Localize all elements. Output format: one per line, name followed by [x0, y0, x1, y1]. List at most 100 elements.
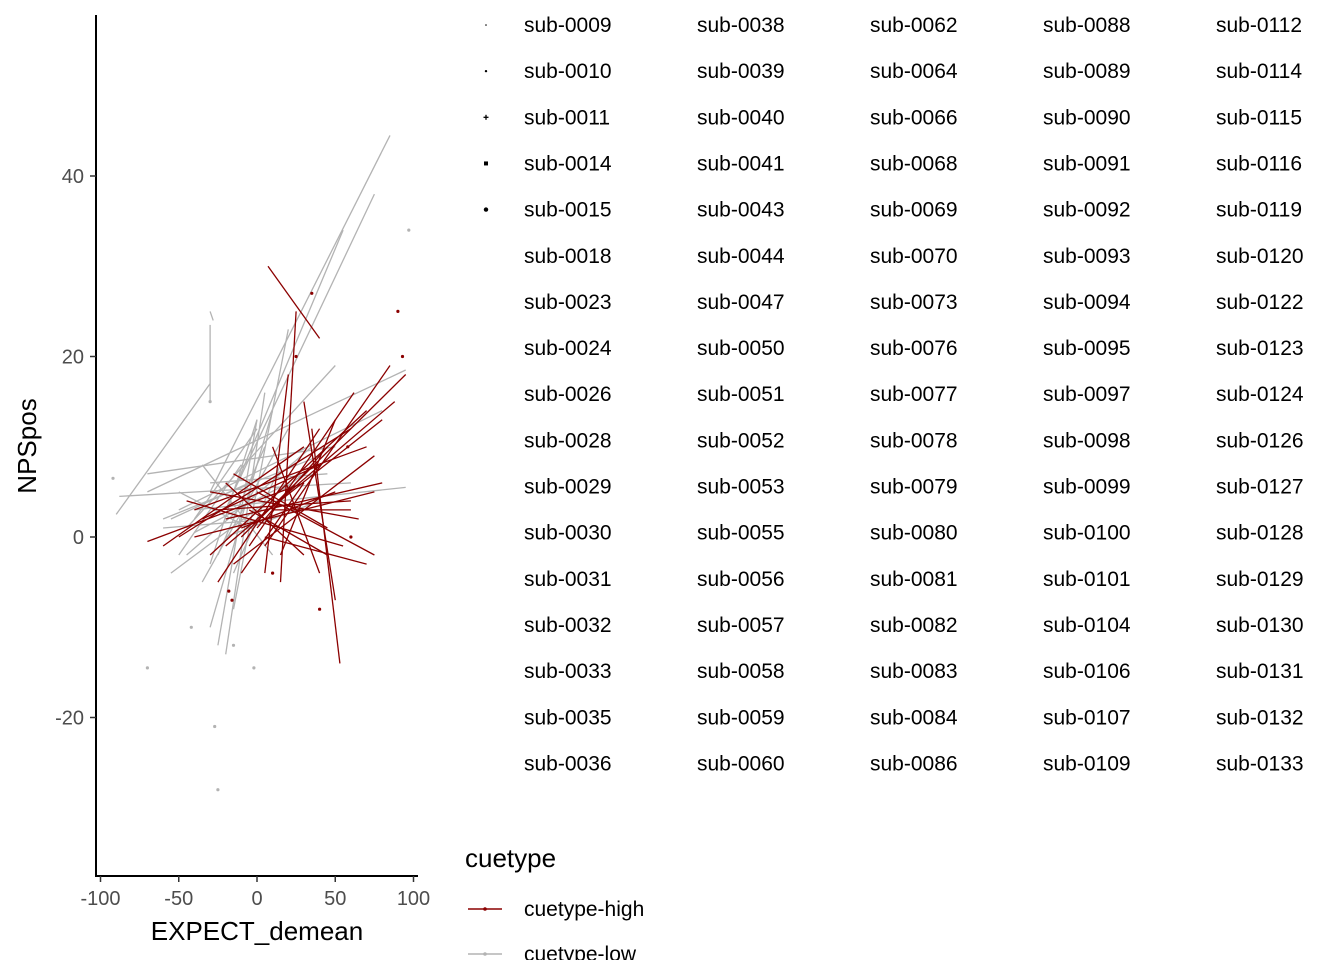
subject-legend-label: sub-0031: [524, 568, 612, 591]
subject-legend-label: sub-0076: [870, 337, 958, 360]
subject-legend-label: sub-0127: [1216, 476, 1304, 499]
segment-cuetype-high-14: [303, 401, 336, 601]
subject-legend-label: sub-0128: [1216, 522, 1304, 545]
subject-legend-label: sub-0015: [524, 199, 612, 222]
cuetype-legend-entries: cuetype-high cuetype-low: [468, 898, 644, 960]
segment-cuetype-high-13: [225, 482, 383, 520]
data-point-5: [145, 666, 149, 670]
data-point-10: [396, 309, 400, 313]
subject-legend-label: sub-0109: [1043, 752, 1131, 775]
chart-marks: [115, 135, 407, 664]
subject-legend-label: sub-0132: [1216, 706, 1304, 729]
subject-legend-label: sub-0050: [697, 337, 785, 360]
subject-legend-label: sub-0059: [697, 706, 785, 729]
x-tick-label: 50: [324, 888, 346, 910]
subject-legend-label: sub-0112: [1216, 14, 1302, 37]
subject-legend-label: sub-0080: [870, 522, 958, 545]
data-point-12: [230, 598, 234, 602]
subject-legend-label: sub-0089: [1043, 60, 1131, 83]
subject-legend-label: sub-0104: [1043, 614, 1131, 637]
subject-legend-label: sub-0081: [870, 568, 958, 591]
subject-legend-label: sub-0091: [1043, 152, 1131, 175]
subject-symbol-dot-tiny: [485, 24, 487, 26]
subject-legend-label: sub-0026: [524, 383, 612, 406]
subject-legend-label: sub-0009: [524, 14, 612, 37]
segment-cuetype-low-18: [170, 473, 305, 574]
subject-legend-label: sub-0130: [1216, 614, 1304, 637]
subject-legend-label: sub-0041: [697, 152, 785, 175]
subject-symbol-dot-small: [484, 69, 488, 73]
subject-legend-label: sub-0070: [870, 245, 958, 268]
subject-legend-label: sub-0129: [1216, 568, 1304, 591]
subject-legend-label: sub-0040: [697, 106, 785, 129]
subject-legend-label: sub-0010: [524, 60, 612, 83]
subject-legend-label: sub-0030: [524, 522, 612, 545]
subject-legend-label: sub-0119: [1216, 199, 1302, 222]
segment-cuetype-high-20: [209, 491, 359, 520]
subject-legend-label: sub-0039: [697, 60, 785, 83]
y-ticks: -20 0 20 40: [55, 166, 96, 730]
data-point-15: [346, 445, 350, 449]
segment-cuetype-low-20: [225, 500, 320, 538]
segment-cuetype-high-31: [225, 482, 305, 556]
x-ticks: -100 -50 0 50 100: [80, 876, 430, 910]
subject-legend-label: sub-0033: [524, 660, 612, 683]
subject-legend-label: sub-0062: [870, 14, 958, 37]
segment-cuetype-low-7: [147, 369, 406, 493]
chart-points: [111, 228, 411, 792]
subject-legend-label: sub-0090: [1043, 106, 1131, 129]
subject-legend-label: sub-0014: [524, 152, 612, 175]
subject-legend-label: sub-0098: [1043, 429, 1131, 452]
segment-cuetype-low-3: [115, 383, 211, 515]
cuetype-legend-title: cuetype: [465, 843, 556, 873]
subject-legend-label: sub-0032: [524, 614, 612, 637]
y-tick-label: 40: [62, 166, 84, 188]
x-tick-label: 0: [251, 888, 262, 910]
segment-cuetype-high-1: [264, 365, 391, 547]
segment-cuetype-low-17: [232, 329, 289, 610]
subject-legend-label: sub-0097: [1043, 383, 1131, 406]
subject-legend-label: sub-0044: [697, 245, 785, 268]
data-point-7: [208, 400, 212, 404]
subject-legend-label: sub-0055: [697, 522, 785, 545]
subject-legend-label: sub-0099: [1043, 476, 1131, 499]
subject-symbol-square: [484, 161, 488, 166]
legend-entry-label: cuetype-low: [524, 943, 637, 960]
segment-cuetype-low-4: [209, 311, 214, 321]
data-point-17: [318, 607, 322, 611]
x-axis-title: EXPECT_demean: [151, 916, 363, 946]
subject-legend-label: sub-0088: [1043, 14, 1131, 37]
subject-legend-label: sub-0057: [697, 614, 785, 637]
segment-cuetype-high-32: [256, 491, 375, 556]
subject-legend-label: sub-0073: [870, 291, 958, 314]
subject-legend-label: sub-0035: [524, 706, 612, 729]
subject-legend-label: sub-0083: [870, 660, 958, 683]
subject-legend-label: sub-0066: [870, 106, 958, 129]
data-point-8: [231, 643, 236, 647]
subject-legend: sub-0009 sub-0010 sub-0011 sub-0014 sub-0015…: [483, 14, 1304, 775]
subject-legend-label: sub-0043: [697, 199, 785, 222]
data-point-4: [189, 625, 193, 629]
segment-cuetype-high-26: [264, 536, 367, 565]
data-point-9: [310, 291, 314, 295]
segment-cuetype-high-0: [267, 265, 321, 339]
subject-legend-label: sub-0082: [870, 614, 958, 637]
data-point-6: [252, 666, 256, 670]
subject-legend-label: sub-0094: [1043, 291, 1131, 314]
data-point-0: [407, 228, 411, 232]
subject-legend-label: sub-0122: [1216, 291, 1304, 314]
subject-legend-label: sub-0126: [1216, 429, 1304, 452]
subject-legend-label: sub-0036: [524, 752, 612, 775]
subject-legend-label: sub-0084: [870, 706, 958, 729]
subject-legend-label: sub-0078: [870, 429, 958, 452]
segment-cuetype-high-27: [201, 464, 320, 520]
subject-legend-label: sub-0038: [697, 14, 785, 37]
subject-legend-label: sub-0028: [524, 429, 612, 452]
subject-legend-label: sub-0124: [1216, 383, 1304, 406]
subject-legend-label: sub-0068: [870, 152, 958, 175]
data-point-11: [400, 354, 405, 359]
subject-legend-label: sub-0115: [1216, 106, 1302, 129]
legend-entry-label: cuetype-high: [524, 898, 644, 921]
subject-legend-label: sub-0052: [697, 429, 785, 452]
segment-cuetype-high-30: [279, 419, 336, 556]
